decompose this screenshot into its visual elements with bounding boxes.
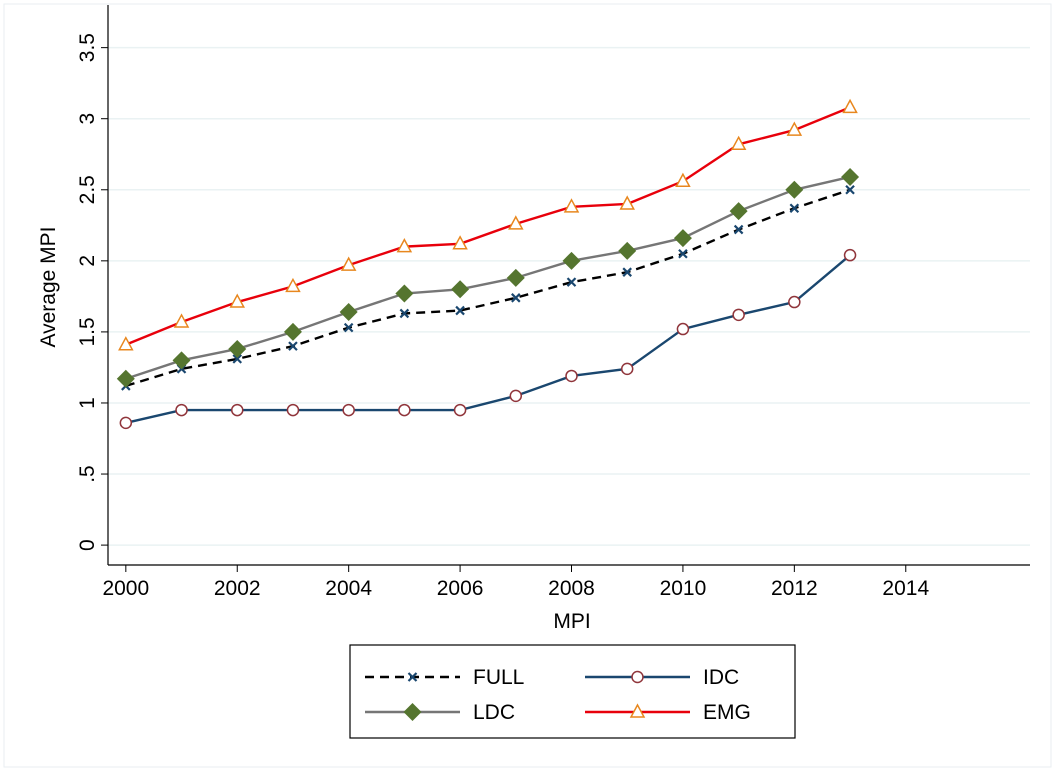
series-line: [125, 254, 851, 425]
marker: [506, 268, 525, 287]
y-tick-label: 2: [76, 255, 99, 267]
marker: [283, 322, 302, 341]
legend-box: [349, 644, 796, 739]
marker: [678, 248, 688, 259]
marker: [842, 98, 858, 114]
marker: [619, 195, 635, 210]
y-tick-label: 3: [76, 113, 99, 125]
marker: [676, 322, 690, 336]
marker: [565, 369, 578, 383]
legend-label: EMG: [703, 701, 751, 724]
marker: [566, 277, 577, 287]
marker: [451, 280, 470, 299]
legend-label: IDC: [703, 666, 739, 689]
x-tick-label: 2004: [325, 577, 372, 600]
marker: [788, 295, 801, 309]
marker: [288, 341, 298, 351]
y-tick-label: 1.5: [76, 317, 99, 346]
marker: [340, 256, 357, 271]
marker: [631, 670, 644, 684]
marker: [673, 229, 692, 248]
marker: [286, 403, 300, 417]
x-tick-label: 2000: [102, 577, 149, 600]
marker: [407, 672, 418, 682]
y-tick-label: 2.5: [76, 175, 99, 204]
y-axis-title: Average MPI: [37, 226, 60, 347]
marker: [732, 308, 745, 322]
marker: [173, 313, 190, 328]
marker: [729, 202, 748, 221]
marker: [229, 293, 246, 308]
series-line: [125, 106, 851, 346]
y-tick-label: 3.5: [76, 33, 99, 62]
marker: [511, 293, 521, 303]
marker: [845, 184, 855, 195]
marker: [730, 135, 747, 151]
marker: [843, 248, 857, 262]
x-tick-label: 2006: [437, 577, 484, 600]
frame: [3, 3, 1052, 768]
x-tick-label: 2008: [548, 577, 595, 600]
marker: [785, 180, 804, 199]
marker: [453, 403, 467, 417]
marker: [395, 284, 414, 303]
marker: [172, 351, 191, 370]
y-tick-label: .5: [76, 465, 99, 483]
series-line: [125, 188, 851, 388]
x-tick-label: 2014: [882, 577, 929, 600]
marker: [733, 224, 744, 235]
x-tick-label: 2010: [660, 577, 707, 600]
marker: [622, 267, 632, 277]
x-axis-title: MPI: [553, 610, 590, 633]
y-tick-label: 1: [76, 397, 99, 409]
marker: [508, 215, 524, 230]
marker: [789, 203, 800, 214]
marker: [398, 403, 411, 417]
marker: [452, 235, 468, 250]
y-tick-label: 0: [76, 539, 99, 551]
x-tick-label: 2012: [771, 577, 818, 600]
legend-label: LDC: [473, 701, 515, 724]
marker: [629, 703, 646, 718]
marker: [230, 403, 244, 417]
marker: [232, 354, 243, 364]
marker: [563, 198, 580, 213]
marker: [343, 322, 354, 333]
marker: [342, 403, 355, 417]
marker: [119, 416, 133, 430]
marker: [399, 308, 410, 319]
marker: [562, 251, 581, 270]
marker: [786, 121, 803, 136]
marker: [116, 369, 135, 388]
marker: [396, 238, 413, 253]
marker: [228, 339, 247, 358]
marker: [841, 167, 860, 186]
marker: [175, 403, 188, 417]
marker: [285, 277, 301, 293]
marker: [509, 389, 523, 403]
marker: [620, 362, 634, 376]
marker: [675, 172, 691, 187]
marker: [403, 703, 422, 721]
legend-label: FULL: [473, 666, 524, 689]
marker: [118, 336, 134, 351]
x-tick-label: 2002: [214, 577, 261, 600]
series-line: [125, 175, 851, 380]
marker: [618, 241, 637, 260]
marker: [339, 303, 358, 322]
marker: [455, 305, 465, 316]
